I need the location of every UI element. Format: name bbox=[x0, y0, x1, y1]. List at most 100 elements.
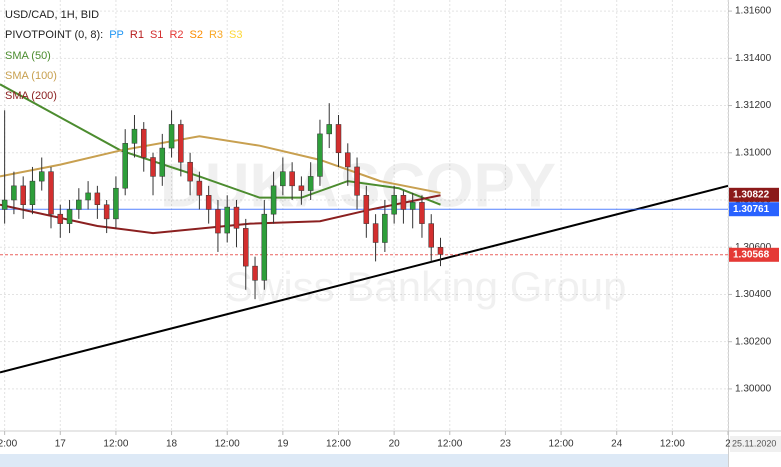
candle-body bbox=[335, 124, 342, 154]
candle-body bbox=[270, 185, 277, 215]
candle-body bbox=[140, 128, 147, 158]
candle-body bbox=[196, 180, 203, 196]
x-tick-label: 12:00 bbox=[437, 439, 462, 450]
pivot-name: R1 bbox=[130, 29, 144, 41]
pivot-name: R2 bbox=[169, 29, 183, 41]
x-end-label: 25.11.2020 bbox=[732, 438, 776, 448]
candle-body bbox=[57, 213, 64, 224]
x-tick-label: 2 bbox=[725, 439, 731, 450]
x-tick-label: 12:00 bbox=[326, 439, 351, 450]
x-tick-label: 17 bbox=[55, 439, 67, 450]
candle-body bbox=[372, 223, 379, 243]
candle-body bbox=[298, 185, 305, 191]
plot-area bbox=[0, 83, 728, 374]
price-marker-label: 1.30568 bbox=[733, 249, 770, 260]
y-tick-label: 1.31000 bbox=[735, 147, 772, 158]
candle-body bbox=[20, 185, 26, 205]
x-tick-label: 12:00 bbox=[0, 439, 18, 450]
candle-body bbox=[66, 209, 73, 224]
x-tick-label: 20 bbox=[389, 439, 401, 450]
candle-body bbox=[11, 185, 17, 201]
volume-strip bbox=[0, 454, 728, 467]
candle-body bbox=[94, 192, 101, 205]
price-marker-label: 1.30822 bbox=[733, 189, 770, 200]
x-tick-label: 18 bbox=[166, 439, 178, 450]
legend-entry: SMA (100) bbox=[5, 70, 57, 82]
chart-title: USD/CAD, 1H, BID bbox=[5, 9, 99, 21]
candle-body bbox=[289, 171, 295, 187]
candle-body bbox=[1, 199, 8, 210]
x-tick-label: 19 bbox=[277, 439, 289, 450]
candle-body bbox=[215, 209, 221, 234]
candle-body bbox=[48, 171, 54, 215]
axes: 1.300001.302001.304001.306001.308001.310… bbox=[0, 6, 781, 452]
y-tick-label: 1.30000 bbox=[735, 384, 772, 395]
candle-body bbox=[76, 199, 82, 210]
price-marker bbox=[729, 202, 779, 217]
candle-body bbox=[159, 147, 166, 177]
candle-body bbox=[354, 166, 360, 196]
candle-body bbox=[261, 213, 268, 281]
pivot-name: PP bbox=[109, 29, 124, 41]
candle-body bbox=[252, 265, 258, 281]
sma-line bbox=[0, 83, 441, 206]
candle-body bbox=[419, 202, 425, 224]
candle-body bbox=[280, 171, 286, 187]
candle-body bbox=[382, 213, 388, 243]
candle-body bbox=[178, 124, 184, 163]
x-tick-label: 12:00 bbox=[215, 439, 240, 450]
x-tick-label: 12:00 bbox=[103, 439, 128, 450]
candle-body bbox=[113, 187, 119, 220]
candle-body bbox=[131, 128, 138, 144]
x-tick-label: 12:00 bbox=[660, 439, 685, 450]
candle-body bbox=[437, 246, 444, 255]
x-tick-label: 23 bbox=[500, 439, 512, 450]
candle-body bbox=[363, 195, 370, 224]
candle-body bbox=[307, 176, 314, 191]
sma-line bbox=[0, 135, 441, 194]
candle-body bbox=[38, 171, 45, 182]
indicator-legend: PIVOTPOINT (0, 8): PP R1 S1 R2 S2 R3 S3 bbox=[5, 29, 243, 41]
candle-body bbox=[243, 228, 249, 267]
indicator-label: PIVOTPOINT (0, 8): bbox=[5, 29, 103, 41]
pivot-name: S1 bbox=[150, 29, 163, 41]
candle-body bbox=[205, 195, 212, 210]
candle-body bbox=[326, 124, 332, 135]
legend-entry: SMA (50) bbox=[5, 50, 51, 62]
candle-body bbox=[187, 161, 193, 182]
y-tick-label: 1.31400 bbox=[735, 53, 772, 64]
y-tick-label: 1.30400 bbox=[735, 289, 772, 300]
candle-body bbox=[224, 206, 230, 234]
candle-body bbox=[122, 143, 128, 189]
candle-body bbox=[29, 180, 36, 205]
y-tick-label: 1.31600 bbox=[735, 6, 772, 17]
candle-body bbox=[150, 157, 156, 177]
legend: USD/CAD, 1H, BID PIVOTPOINT (0, 8): PP R1 S… bbox=[5, 9, 243, 102]
candle-body bbox=[168, 124, 175, 149]
y-tick-label: 1.31200 bbox=[735, 100, 772, 111]
x-tick-label: 24 bbox=[611, 439, 623, 450]
price-marker-label: 1.30761 bbox=[733, 204, 770, 215]
x-tick-label: 12:00 bbox=[549, 439, 574, 450]
candle-body bbox=[233, 206, 240, 229]
pivot-name: S3 bbox=[229, 29, 242, 41]
candle-body bbox=[391, 195, 397, 215]
candle-body bbox=[317, 133, 323, 177]
x-end-label-box bbox=[730, 436, 781, 452]
candle-body bbox=[409, 202, 416, 210]
candle-body bbox=[85, 192, 91, 201]
candle-body bbox=[103, 204, 110, 220]
candle-body bbox=[400, 195, 407, 210]
watermark-text: Swiss Banking Group bbox=[225, 263, 627, 310]
candle-body bbox=[428, 223, 434, 248]
pivot-name: S2 bbox=[190, 29, 203, 41]
legend-entry: SMA (200) bbox=[5, 90, 57, 102]
sma-line bbox=[0, 194, 441, 235]
pivot-name: R3 bbox=[209, 29, 223, 41]
y-tick-label: 1.30200 bbox=[735, 336, 772, 347]
y-tick-label: 1.30600 bbox=[735, 242, 772, 253]
candle-body bbox=[345, 152, 351, 168]
